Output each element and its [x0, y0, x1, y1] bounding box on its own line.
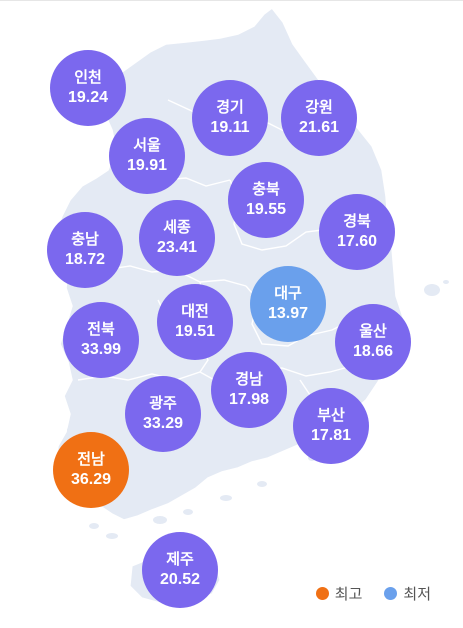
region-name: 서울 [133, 137, 161, 154]
region-jeju[interactable]: 제주 20.52 [142, 532, 218, 608]
region-chungbuk[interactable]: 충북 19.55 [228, 162, 304, 238]
region-name: 경남 [235, 371, 263, 388]
region-jeonnam[interactable]: 전남 36.29 [53, 432, 129, 508]
region-name: 광주 [149, 395, 177, 412]
region-name: 충북 [252, 181, 280, 198]
region-busan[interactable]: 부산 17.81 [293, 388, 369, 464]
region-incheon[interactable]: 인천 19.24 [50, 50, 126, 126]
region-name: 강원 [305, 99, 333, 116]
region-gyeonggi[interactable]: 경기 19.11 [192, 80, 268, 156]
region-name: 경기 [216, 99, 244, 116]
region-jeonbuk[interactable]: 전북 33.99 [63, 302, 139, 378]
region-value: 19.11 [210, 119, 250, 136]
region-name: 세종 [163, 219, 191, 236]
region-value: 19.55 [245, 201, 287, 218]
region-name: 대구 [274, 285, 302, 302]
region-name: 인천 [74, 69, 102, 86]
region-gwangju[interactable]: 광주 33.29 [125, 376, 201, 452]
region-daejeon[interactable]: 대전 19.51 [157, 284, 233, 360]
region-name: 대전 [181, 303, 209, 320]
region-value: 33.99 [80, 341, 122, 358]
region-daegu[interactable]: 대구 13.97 [250, 266, 326, 342]
region-value: 18.66 [352, 343, 394, 360]
region-sejong[interactable]: 세종 23.41 [139, 200, 215, 276]
region-value: 20.52 [159, 571, 201, 588]
region-gangwon[interactable]: 강원 21.61 [281, 80, 357, 156]
region-name: 전남 [77, 451, 105, 468]
legend-max-label: 최고 [334, 586, 363, 603]
region-name: 경북 [343, 213, 371, 230]
legend-min: 최저 [384, 583, 431, 604]
legend-max: 최고 [315, 583, 363, 604]
region-name: 충남 [71, 231, 99, 248]
region-value: 36.29 [70, 471, 112, 488]
region-value: 13.97 [267, 305, 309, 322]
region-value: 21.61 [298, 119, 340, 136]
region-value: 33.29 [142, 415, 184, 432]
region-value: 19.24 [67, 89, 109, 106]
region-name: 전북 [87, 321, 115, 338]
region-value: 18.72 [64, 251, 106, 268]
legend-max-dot [315, 587, 329, 600]
region-name: 제주 [166, 551, 194, 568]
region-value: 17.60 [336, 233, 378, 250]
region-gyeongnam[interactable]: 경남 17.98 [211, 352, 287, 428]
region-gyeongbuk[interactable]: 경북 17.60 [319, 194, 395, 270]
region-value: 19.51 [174, 323, 216, 340]
legend-min-label: 최저 [403, 586, 431, 603]
region-seoul[interactable]: 서울 19.91 [109, 118, 185, 194]
region-ulsan[interactable]: 울산 18.66 [335, 304, 411, 380]
region-name: 울산 [359, 323, 387, 340]
region-value: 17.81 [310, 427, 352, 444]
region-value: 23.41 [156, 239, 198, 256]
top-divider [0, 0, 463, 1]
legend: 최고 최저 [300, 583, 431, 604]
region-chungnam[interactable]: 충남 18.72 [47, 212, 123, 288]
region-name: 부산 [317, 407, 345, 424]
region-value: 17.98 [228, 391, 270, 408]
region-value: 19.91 [126, 157, 168, 174]
legend-min-dot [384, 587, 398, 600]
